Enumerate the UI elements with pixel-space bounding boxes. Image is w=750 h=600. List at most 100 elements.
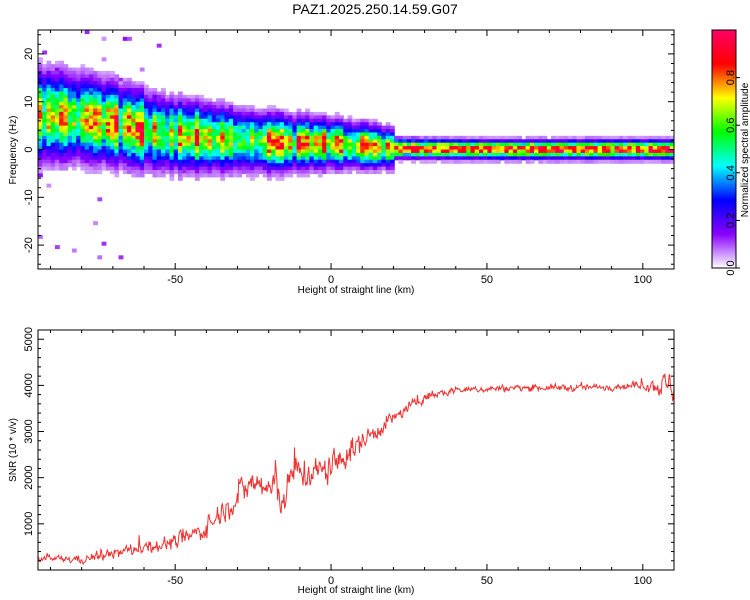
spectrogram-cell	[440, 149, 446, 154]
spectrogram-cell	[59, 88, 65, 93]
spectrogram-cell	[288, 173, 293, 178]
spectrogram-cell	[648, 135, 654, 140]
spectrogram-cell	[216, 118, 221, 123]
spectrogram-cell	[211, 149, 217, 154]
spectrogram-cell	[84, 67, 90, 72]
spectrogram-cell	[88, 122, 94, 127]
spectrogram-cell	[50, 122, 56, 127]
spectrogram-cell	[42, 146, 48, 151]
spectrogram-cell	[394, 139, 399, 144]
spectrogram-cell	[97, 88, 103, 93]
spectrogram-cell	[169, 166, 175, 171]
spectrogram-cell	[80, 152, 86, 157]
spectrogram-cell	[88, 129, 94, 134]
spectrogram-cell	[534, 146, 539, 151]
spectrogram-cell	[275, 125, 281, 130]
spectrogram-cell	[309, 111, 315, 116]
spectrogram-cell	[169, 122, 175, 127]
spectrogram-cell	[271, 122, 277, 127]
spectrogram-cell	[67, 98, 73, 103]
spectrogram-cell	[93, 152, 98, 157]
spectrogram-cell	[521, 149, 527, 154]
spectrogram-cell	[122, 122, 128, 127]
spectrogram-cell	[364, 122, 370, 127]
spectrogram-cell	[59, 132, 65, 137]
spectrogram-cell	[173, 149, 179, 154]
spectrogram-cell	[169, 146, 175, 151]
spectrogram-cell	[644, 149, 650, 154]
spectrogram-cell	[614, 156, 620, 161]
spectrogram-cell	[237, 118, 243, 123]
spectrogram-cell	[76, 91, 81, 96]
spectrogram-cell	[669, 159, 674, 164]
spectrogram-cell	[648, 149, 654, 154]
spectrogram-cell	[156, 156, 162, 161]
spectrogram-cell	[385, 156, 391, 161]
spectrogram-cell	[177, 173, 183, 178]
spectrogram-cell	[131, 129, 137, 134]
spectrogram-cell	[88, 111, 94, 116]
spectrogram-cell	[279, 129, 285, 134]
spectrogram-cell	[152, 94, 158, 99]
spectrogram-cell	[377, 156, 383, 161]
spectrogram-cell	[105, 149, 111, 154]
spectrogram-cell	[165, 156, 171, 161]
spectrogram-cell	[508, 152, 514, 157]
spectrogram-cell	[216, 135, 221, 140]
spectrogram-cell	[351, 166, 357, 171]
spectrogram-cell	[50, 70, 56, 75]
spectrogram-cell	[101, 88, 107, 93]
spectrogram-cell	[500, 146, 505, 151]
spectrogram-cell	[101, 118, 107, 123]
spectrogram-cell	[296, 142, 302, 147]
spectrogram-cell	[122, 152, 128, 157]
spectrogram-cell	[93, 118, 98, 123]
spectrogram-cell	[101, 70, 107, 75]
spectrogram-cell	[351, 146, 357, 151]
spectrogram-cell	[398, 139, 404, 144]
spectrogram-cell	[275, 142, 281, 147]
spectrogram-cell	[67, 81, 73, 86]
spectrogram-cell	[54, 64, 60, 69]
spectrogram-cell	[618, 149, 624, 154]
spectrogram-cell	[224, 166, 230, 171]
spectrogram-cell	[118, 101, 124, 106]
spectrogram-cell	[148, 156, 154, 161]
spectrogram-cell	[118, 111, 124, 116]
spectrogram-cell	[288, 111, 293, 116]
spectrogram-cell	[262, 146, 268, 151]
spectrogram-cell	[224, 132, 230, 137]
spectrogram-cell	[572, 135, 578, 140]
spectrogram-cell	[46, 118, 52, 123]
spectrogram-cell	[266, 129, 272, 134]
spectrogram-cell	[54, 139, 60, 144]
spectrogram-cell	[317, 135, 323, 140]
spectrogram-cell	[93, 221, 98, 226]
spectrogram-cell	[449, 142, 455, 147]
spectrogram-cell	[250, 118, 255, 123]
spectrogram-cell	[364, 146, 370, 151]
spectrogram-cell	[296, 166, 302, 171]
spectrogram-cell	[80, 84, 86, 89]
spectrogram-cell	[59, 70, 65, 75]
spectrogram-cell	[657, 135, 662, 140]
spectrogram-cell	[292, 169, 298, 174]
spectrogram-cell	[606, 156, 611, 161]
spectrogram-cell	[139, 122, 145, 127]
spectrogram-cell	[101, 129, 107, 134]
spectrogram-cell	[122, 81, 128, 86]
spectrogram-cell	[466, 139, 472, 144]
spectrogram-cell	[525, 156, 531, 161]
spectrogram-cell	[237, 129, 243, 134]
spectrogram-cell	[131, 159, 137, 164]
spectrogram-cell	[105, 118, 111, 123]
spectrogram-cell	[207, 142, 213, 147]
spectrogram-cell	[462, 156, 467, 161]
spectrogram-cell	[50, 135, 56, 140]
spectrogram-cell	[364, 142, 370, 147]
spectrogram-cell	[177, 105, 183, 110]
spectrogram-cell	[500, 149, 505, 154]
spectrogram-cell	[589, 152, 595, 157]
spectrogram-cell	[76, 146, 81, 151]
spectrogram-cell	[305, 139, 310, 144]
